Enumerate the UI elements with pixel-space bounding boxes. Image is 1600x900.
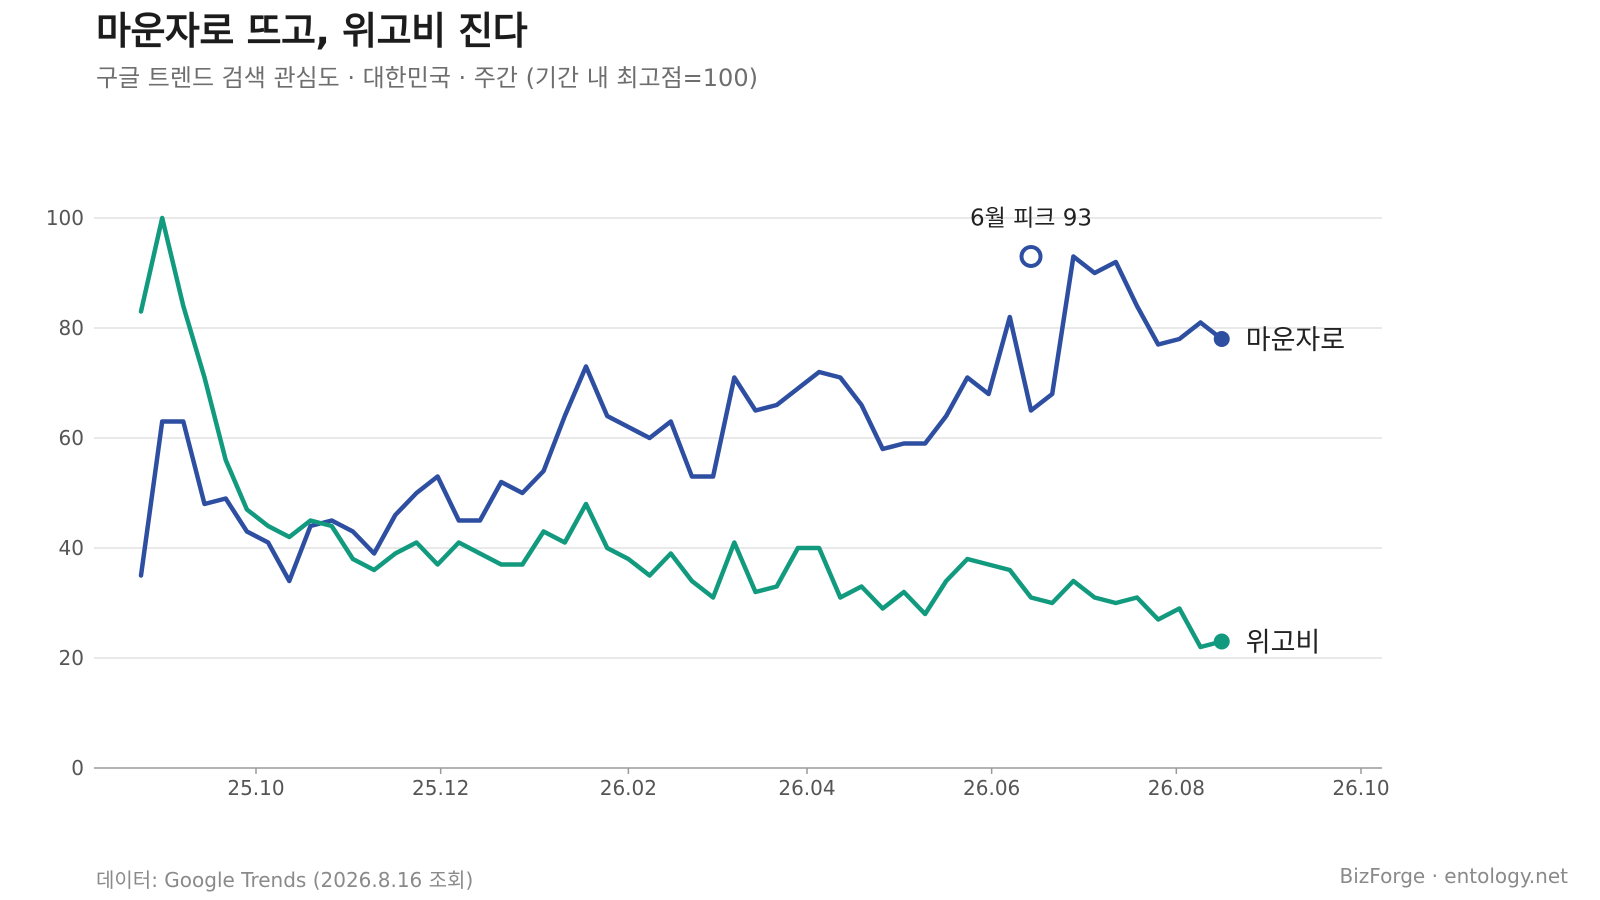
x-tick-label: 26.08 bbox=[1148, 776, 1205, 800]
source-note: 데이터: Google Trends (2026.8.16 조회) bbox=[96, 868, 474, 892]
x-tick-label: 26.02 bbox=[600, 776, 657, 800]
series-markers bbox=[1019, 245, 1230, 650]
x-tick-label: 25.12 bbox=[412, 776, 469, 800]
y-tick-label: 40 bbox=[59, 536, 84, 560]
peak-marker bbox=[1019, 245, 1043, 268]
y-axis-ticks: 0 20 40 60 80 100 bbox=[46, 206, 84, 780]
series-label-1: 마운자로 bbox=[1246, 325, 1345, 356]
y-tick-label: 60 bbox=[59, 426, 84, 450]
gridlines bbox=[94, 217, 1382, 769]
y-tick-label: 100 bbox=[46, 206, 84, 230]
y-tick-label: 20 bbox=[59, 646, 84, 670]
x-axis-ticks: 25.10 25.12 26.02 26.04 26.06 26.08 26.10 bbox=[227, 768, 1390, 800]
x-tick-label: 26.10 bbox=[1332, 776, 1389, 800]
chart-title: 마운자로 뜨고, 위고비 진다 bbox=[96, 9, 528, 53]
y-tick-label: 0 bbox=[71, 756, 84, 780]
credit-note: BizForge · entology.net bbox=[1339, 864, 1568, 888]
peak-annotation: 6월 피크 93 bbox=[970, 206, 1092, 232]
x-tick-label: 26.04 bbox=[778, 776, 835, 800]
series-line-1 bbox=[138, 254, 1224, 584]
series-end-point-2 bbox=[1213, 633, 1230, 650]
x-tick-label: 26.06 bbox=[963, 776, 1020, 800]
series-line-2 bbox=[138, 215, 1224, 650]
y-tick-label: 80 bbox=[59, 316, 84, 340]
x-tick-label: 25.10 bbox=[227, 776, 284, 800]
series-label-2: 위고비 bbox=[1246, 628, 1321, 659]
series-end-point-1 bbox=[1213, 331, 1230, 347]
series-lines bbox=[138, 215, 1224, 650]
chart-subtitle: 구글 트렌드 검색 관심도 · 대한민국 · 주간 (기간 내 최고점=100) bbox=[96, 64, 758, 92]
